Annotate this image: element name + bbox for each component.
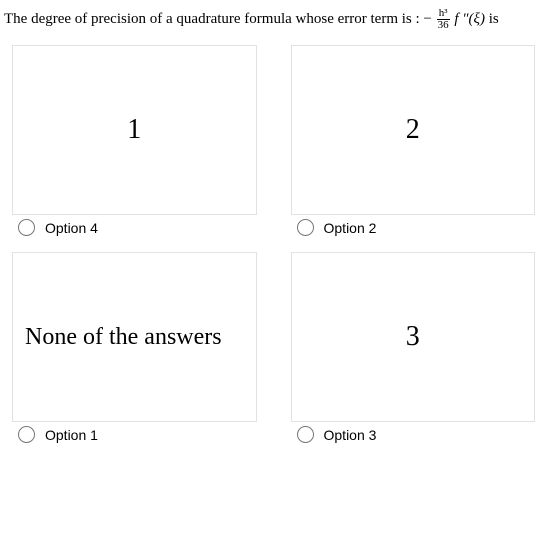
- answer-value-2: 2: [406, 114, 420, 146]
- fraction-denominator: 36: [437, 20, 450, 31]
- option-2[interactable]: Option 2: [291, 215, 536, 236]
- option-label: Option 2: [324, 220, 377, 236]
- answer-value-3: 3: [406, 321, 420, 353]
- answer-cell-3: None of the answers Option 1: [12, 252, 257, 443]
- answer-cell-1: 1 Option 4: [12, 45, 257, 236]
- error-term-fraction: h³ 36: [437, 8, 450, 31]
- question-text: The degree of precision of a quadrature …: [0, 0, 547, 39]
- answer-value-none: None of the answers: [25, 324, 222, 351]
- answer-grid: 1 Option 4 2 Option 2 None of the answer…: [0, 39, 547, 449]
- answer-cell-4: 3 Option 3: [291, 252, 536, 443]
- radio-icon: [297, 219, 314, 236]
- option-3[interactable]: Option 3: [291, 422, 536, 443]
- answer-card-2: 2: [291, 45, 536, 215]
- question-italic-suffix: f ″(ξ): [454, 11, 485, 27]
- answer-cell-2: 2 Option 2: [291, 45, 536, 236]
- answer-card-1: 1: [12, 45, 257, 215]
- question-after: is: [489, 11, 499, 27]
- radio-icon: [18, 219, 35, 236]
- option-label: Option 4: [45, 220, 98, 236]
- option-1[interactable]: Option 1: [12, 422, 257, 443]
- answer-card-none: None of the answers: [12, 252, 257, 422]
- radio-icon: [297, 426, 314, 443]
- answer-card-3: 3: [291, 252, 536, 422]
- radio-icon: [18, 426, 35, 443]
- option-label: Option 1: [45, 427, 98, 443]
- option-label: Option 3: [324, 427, 377, 443]
- question-prefix: The degree of precision of a quadrature …: [4, 11, 432, 27]
- answer-value-1: 1: [127, 114, 141, 146]
- option-4[interactable]: Option 4: [12, 215, 257, 236]
